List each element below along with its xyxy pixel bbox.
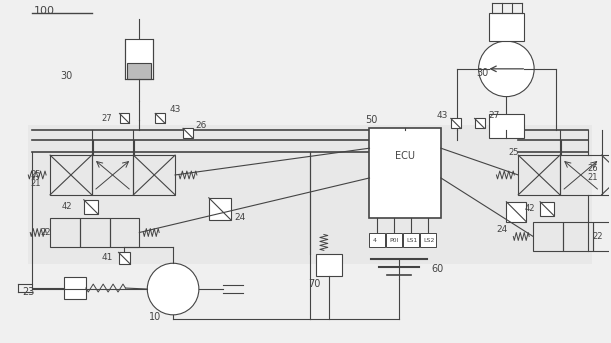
Text: 50: 50 <box>365 115 378 126</box>
Bar <box>80 217 109 247</box>
Text: P0I: P0I <box>389 238 399 243</box>
Bar <box>518 155 560 195</box>
Bar <box>28 126 591 264</box>
Bar <box>370 128 441 217</box>
Text: 27: 27 <box>489 111 500 120</box>
Text: 42: 42 <box>524 204 535 213</box>
Circle shape <box>478 41 534 97</box>
Text: 27: 27 <box>101 114 112 123</box>
Bar <box>209 198 230 220</box>
Text: 24: 24 <box>497 225 508 234</box>
Bar <box>489 115 524 138</box>
Text: 25: 25 <box>31 170 41 179</box>
Bar <box>420 234 436 247</box>
Bar <box>155 114 165 123</box>
Text: ECU: ECU <box>395 151 415 161</box>
Text: 25: 25 <box>508 147 519 157</box>
Text: 22: 22 <box>40 228 51 237</box>
Text: LS2: LS2 <box>423 238 434 243</box>
Text: 43: 43 <box>437 111 448 120</box>
Bar <box>119 252 130 264</box>
Text: 42: 42 <box>62 202 73 211</box>
Bar <box>84 200 98 214</box>
Text: 24: 24 <box>235 213 246 222</box>
Bar <box>507 202 526 222</box>
Bar <box>128 63 152 79</box>
Text: 60: 60 <box>431 264 443 274</box>
Bar <box>563 222 593 251</box>
Bar <box>533 222 563 251</box>
Bar <box>133 155 175 195</box>
Text: 30: 30 <box>60 71 72 81</box>
Text: LS1: LS1 <box>406 238 417 243</box>
Text: 21: 21 <box>31 179 41 188</box>
Bar <box>125 39 153 79</box>
Text: 26: 26 <box>588 164 598 173</box>
Bar <box>183 128 193 138</box>
Text: 22: 22 <box>593 232 603 241</box>
Bar <box>92 155 133 195</box>
Bar <box>316 254 342 276</box>
Circle shape <box>147 263 199 315</box>
Text: 4: 4 <box>373 238 376 243</box>
Bar <box>50 217 80 247</box>
Text: 100: 100 <box>34 6 55 16</box>
Bar <box>602 155 611 195</box>
Bar <box>386 234 402 247</box>
Bar <box>120 114 130 123</box>
Bar <box>64 277 86 299</box>
Text: 26: 26 <box>195 121 207 130</box>
Bar <box>403 234 419 247</box>
Bar <box>370 234 386 247</box>
Text: 21: 21 <box>588 174 598 182</box>
Bar <box>540 202 554 216</box>
Bar <box>475 118 485 128</box>
Bar <box>50 155 92 195</box>
Bar <box>451 118 461 128</box>
Text: 30: 30 <box>477 68 489 78</box>
Text: 41: 41 <box>101 253 113 262</box>
Bar <box>593 222 611 251</box>
Text: 23: 23 <box>23 287 35 297</box>
Text: 43: 43 <box>169 105 180 114</box>
Text: 70: 70 <box>308 279 320 289</box>
Bar <box>560 155 602 195</box>
Bar <box>109 217 139 247</box>
Text: 10: 10 <box>149 312 161 322</box>
Bar <box>489 13 524 41</box>
